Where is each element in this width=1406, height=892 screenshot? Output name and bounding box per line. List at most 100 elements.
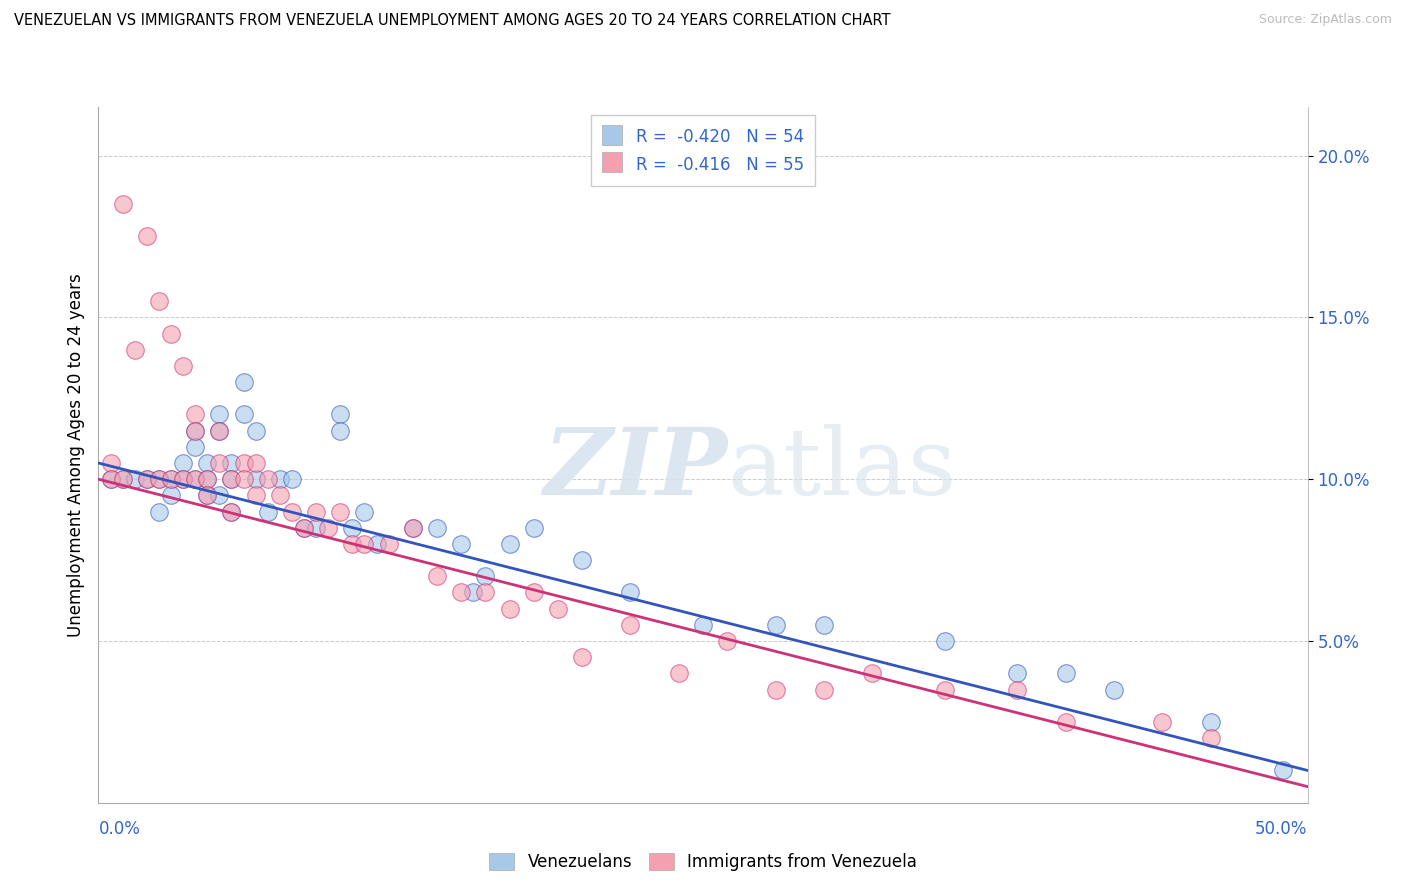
Legend: R =  -0.420   N = 54, R =  -0.416   N = 55: R = -0.420 N = 54, R = -0.416 N = 55 — [591, 115, 815, 186]
Point — [221, 456, 243, 470]
Point — [221, 472, 243, 486]
Legend: Venezuelans, Immigrants from Venezuela: Venezuelans, Immigrants from Venezuela — [481, 845, 925, 880]
Point — [245, 472, 267, 486]
Point — [1007, 682, 1029, 697]
Point — [111, 197, 134, 211]
Point — [377, 537, 399, 551]
Point — [765, 617, 787, 632]
Point — [619, 585, 641, 599]
Point — [135, 229, 157, 244]
Point — [547, 601, 569, 615]
Text: VENEZUELAN VS IMMIGRANTS FROM VENEZUELA UNEMPLOYMENT AMONG AGES 20 TO 24 YEARS C: VENEZUELAN VS IMMIGRANTS FROM VENEZUELA … — [14, 13, 890, 29]
Point — [1152, 714, 1174, 729]
Point — [172, 456, 194, 470]
Point — [100, 472, 122, 486]
Point — [329, 408, 352, 422]
Point — [160, 326, 183, 341]
Point — [195, 488, 218, 502]
Point — [668, 666, 690, 681]
Point — [184, 472, 207, 486]
Point — [232, 408, 254, 422]
Point — [160, 488, 183, 502]
Point — [245, 456, 267, 470]
Point — [148, 472, 170, 486]
Point — [172, 472, 194, 486]
Point — [934, 682, 956, 697]
Point — [1199, 731, 1222, 745]
Point — [221, 504, 243, 518]
Point — [316, 521, 339, 535]
Point — [256, 504, 278, 518]
Point — [172, 359, 194, 373]
Point — [232, 375, 254, 389]
Point — [100, 472, 122, 486]
Point — [208, 424, 231, 438]
Point — [571, 553, 593, 567]
Text: 50.0%: 50.0% — [1256, 821, 1308, 838]
Point — [765, 682, 787, 697]
Point — [232, 472, 254, 486]
Point — [221, 504, 243, 518]
Point — [292, 521, 315, 535]
Point — [245, 424, 267, 438]
Point — [474, 569, 496, 583]
Point — [195, 456, 218, 470]
Text: ZIP: ZIP — [543, 424, 727, 514]
Point — [292, 521, 315, 535]
Point — [329, 504, 352, 518]
Point — [208, 488, 231, 502]
Point — [184, 472, 207, 486]
Point — [184, 424, 207, 438]
Point — [1054, 714, 1077, 729]
Point — [172, 472, 194, 486]
Point — [1007, 666, 1029, 681]
Text: atlas: atlas — [727, 424, 956, 514]
Point — [366, 537, 388, 551]
Point — [571, 650, 593, 665]
Point — [281, 504, 304, 518]
Point — [498, 601, 520, 615]
Point — [353, 537, 375, 551]
Point — [523, 585, 546, 599]
Point — [195, 472, 218, 486]
Point — [160, 472, 183, 486]
Point — [124, 472, 146, 486]
Text: 0.0%: 0.0% — [98, 821, 141, 838]
Point — [208, 408, 231, 422]
Point — [716, 634, 738, 648]
Point — [1272, 764, 1295, 778]
Point — [329, 424, 352, 438]
Point — [353, 504, 375, 518]
Point — [221, 472, 243, 486]
Point — [232, 456, 254, 470]
Point — [305, 521, 328, 535]
Point — [148, 472, 170, 486]
Point — [148, 294, 170, 309]
Point — [860, 666, 883, 681]
Point — [195, 472, 218, 486]
Point — [813, 682, 835, 697]
Point — [619, 617, 641, 632]
Point — [256, 472, 278, 486]
Point — [124, 343, 146, 357]
Point — [426, 569, 449, 583]
Point — [208, 424, 231, 438]
Point — [208, 456, 231, 470]
Y-axis label: Unemployment Among Ages 20 to 24 years: Unemployment Among Ages 20 to 24 years — [66, 273, 84, 637]
Point — [269, 488, 291, 502]
Point — [450, 585, 472, 599]
Point — [692, 617, 714, 632]
Point — [160, 472, 183, 486]
Point — [813, 617, 835, 632]
Point — [111, 472, 134, 486]
Point — [245, 488, 267, 502]
Point — [100, 456, 122, 470]
Point — [135, 472, 157, 486]
Point — [523, 521, 546, 535]
Point — [195, 488, 218, 502]
Text: Source: ZipAtlas.com: Source: ZipAtlas.com — [1258, 13, 1392, 27]
Point — [1199, 714, 1222, 729]
Point — [342, 521, 364, 535]
Point — [135, 472, 157, 486]
Point — [184, 424, 207, 438]
